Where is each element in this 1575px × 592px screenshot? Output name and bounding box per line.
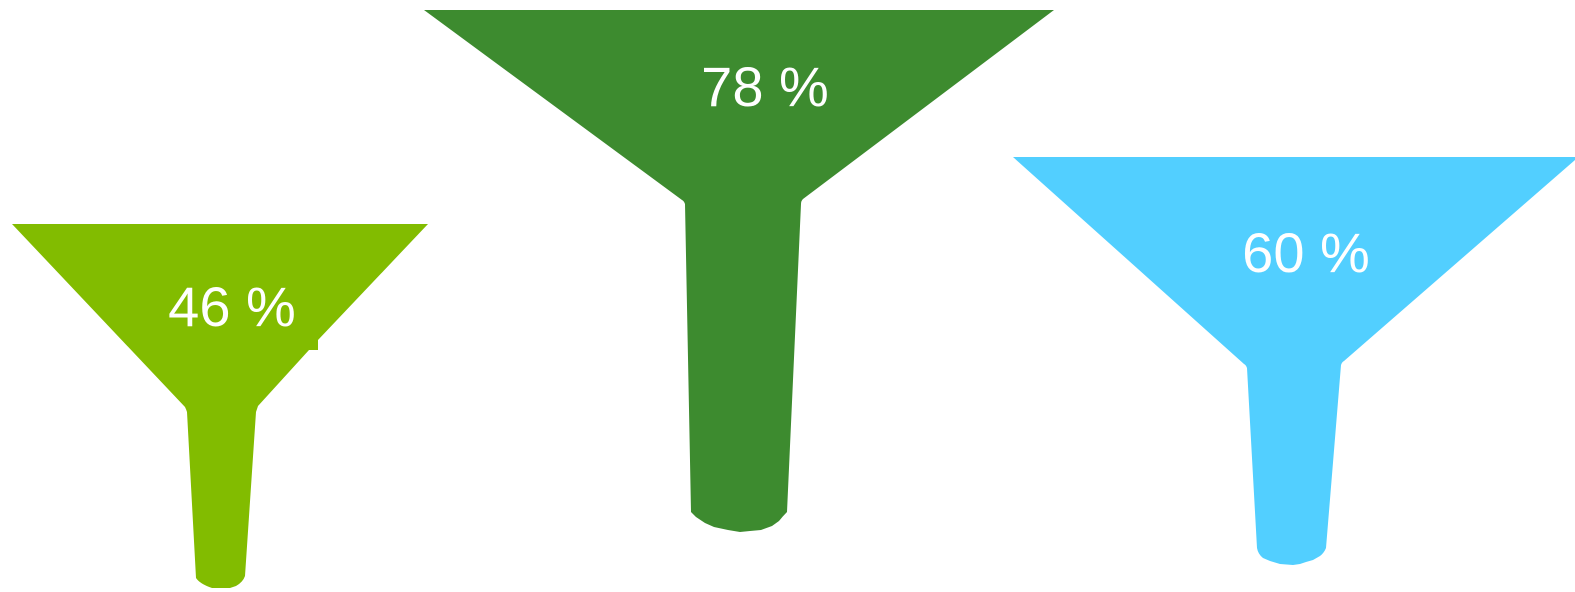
funnel-label-46: 46 % bbox=[168, 275, 296, 338]
funnel-label-60: 60 % bbox=[1242, 221, 1370, 284]
funnel-label-78: 78 % bbox=[701, 55, 829, 118]
funnel-shape-78 bbox=[424, 10, 1054, 532]
funnel-shape-46 bbox=[12, 224, 428, 588]
funnel-shape-60 bbox=[1013, 157, 1575, 565]
